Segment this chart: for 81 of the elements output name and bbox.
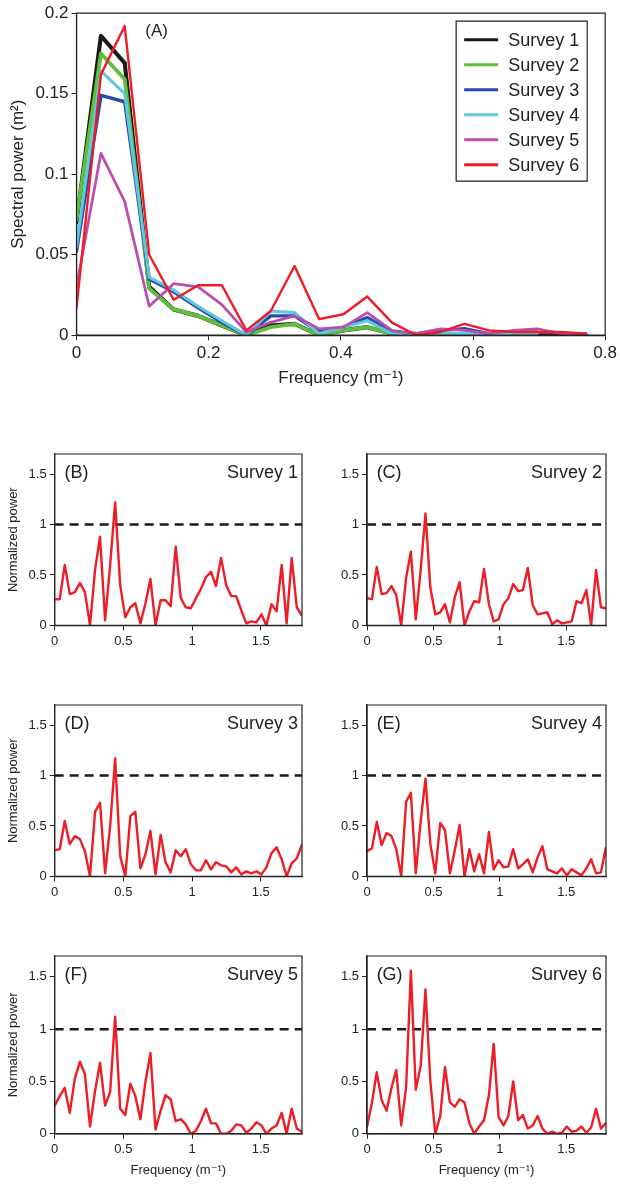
annotation: Survey 2	[530, 461, 602, 482]
y-tick-label: 1	[39, 516, 47, 532]
y-tick-label: 0	[351, 616, 360, 632]
annotation: (C)	[376, 461, 402, 482]
legend-label: Survey 4	[508, 104, 580, 125]
y-tick-label: 0.05	[35, 244, 69, 264]
y-tick-label: 1.5	[28, 716, 47, 732]
x-tick-label: 0.5	[114, 883, 133, 899]
annotation: (A)	[145, 21, 168, 41]
annotation: Survey 5	[226, 963, 298, 984]
y-tick-label: 0	[39, 1125, 47, 1141]
y-tick-label: 0.1	[44, 163, 69, 183]
annotation: (G)	[376, 963, 403, 984]
y-tick-label: 1	[351, 767, 360, 783]
y-tick-label: 0	[39, 616, 47, 632]
x-axis-title: Frequency (m⁻¹)	[438, 1161, 535, 1177]
annotation: (B)	[64, 461, 89, 482]
y-axis-title: Normalized power	[5, 737, 21, 844]
y-tick-label: 1	[351, 1020, 360, 1036]
x-tick-label: 1.5	[251, 1141, 270, 1157]
y-tick-label: 0	[39, 867, 47, 883]
x-tick-label: 1.5	[557, 883, 576, 899]
x-tick-label: 0.8	[593, 343, 617, 363]
y-tick-label: 0.5	[340, 817, 360, 833]
y-tick-label: 1.5	[340, 716, 360, 732]
x-tick-label: 0.2	[196, 343, 221, 363]
y-axis-title: Normalized power	[5, 486, 21, 593]
x-axis-title: Frequency (m⁻¹)	[278, 368, 404, 388]
x-tick-label: 1.5	[251, 632, 270, 648]
y-tick-label: 1.5	[340, 465, 360, 481]
y-tick-label: 1.5	[340, 968, 360, 984]
x-tick-label: 0.4	[329, 343, 353, 363]
x-tick-label: 1	[188, 1141, 196, 1157]
annotation: (D)	[64, 712, 90, 733]
x-tick-label: 1	[496, 1141, 504, 1157]
annotation: Survey 6	[530, 963, 602, 984]
annotation: Survey 3	[226, 712, 298, 733]
x-tick-label: 1.5	[557, 632, 576, 648]
y-tick-label: 0.5	[28, 566, 47, 582]
annotation: (E)	[376, 712, 401, 733]
legend-label: Survey 5	[508, 129, 580, 150]
y-tick-label: 0	[351, 1125, 360, 1141]
x-tick-label: 1	[188, 632, 196, 648]
y-tick-label: 1.5	[28, 968, 47, 984]
x-tick-label: 0.5	[424, 632, 443, 648]
annotation: Survey 1	[226, 461, 298, 482]
y-tick-label: 0.15	[35, 83, 69, 103]
legend-label: Survey 3	[508, 79, 580, 100]
x-tick-label: 1.5	[251, 883, 270, 899]
x-tick-label: 1	[188, 883, 196, 899]
x-tick-label: 0.5	[114, 1141, 133, 1157]
x-tick-label: 1	[496, 632, 504, 648]
x-tick-label: 0.5	[424, 1141, 443, 1157]
x-tick-label: 0	[363, 1141, 371, 1157]
y-tick-label: 1	[39, 767, 47, 783]
y-tick-label: 0.5	[340, 1073, 360, 1089]
y-axis-title: Normalized power	[5, 991, 21, 1098]
y-axis-title: Spectral power (m²)	[7, 99, 27, 249]
x-tick-label: 1.5	[557, 1141, 576, 1157]
y-tick-label: 1	[351, 516, 360, 532]
y-tick-label: 0.5	[28, 1073, 47, 1089]
x-axis-title: Frequency (m⁻¹)	[130, 1161, 227, 1177]
y-tick-label: 0.5	[340, 566, 360, 582]
x-tick-label: 0	[363, 632, 371, 648]
legend-label: Survey 2	[508, 54, 580, 75]
y-tick-label: 1	[39, 1020, 47, 1036]
y-tick-label: 1.5	[28, 465, 47, 481]
x-tick-label: 0	[71, 343, 82, 363]
annotation: Survey 4	[530, 712, 602, 733]
x-tick-label: 0.5	[424, 883, 443, 899]
y-tick-label: 0.2	[44, 2, 69, 22]
y-tick-label: 0	[351, 867, 360, 883]
x-tick-label: 0.6	[461, 343, 485, 363]
y-tick-label: 0.5	[28, 817, 47, 833]
annotation: (F)	[64, 963, 88, 984]
x-tick-label: 0	[363, 883, 371, 899]
legend-label: Survey 6	[508, 154, 580, 175]
legend-label: Survey 1	[508, 29, 580, 50]
x-tick-label: 1	[496, 883, 504, 899]
y-tick-label: 0	[59, 324, 69, 344]
x-tick-label: 0.5	[114, 632, 133, 648]
